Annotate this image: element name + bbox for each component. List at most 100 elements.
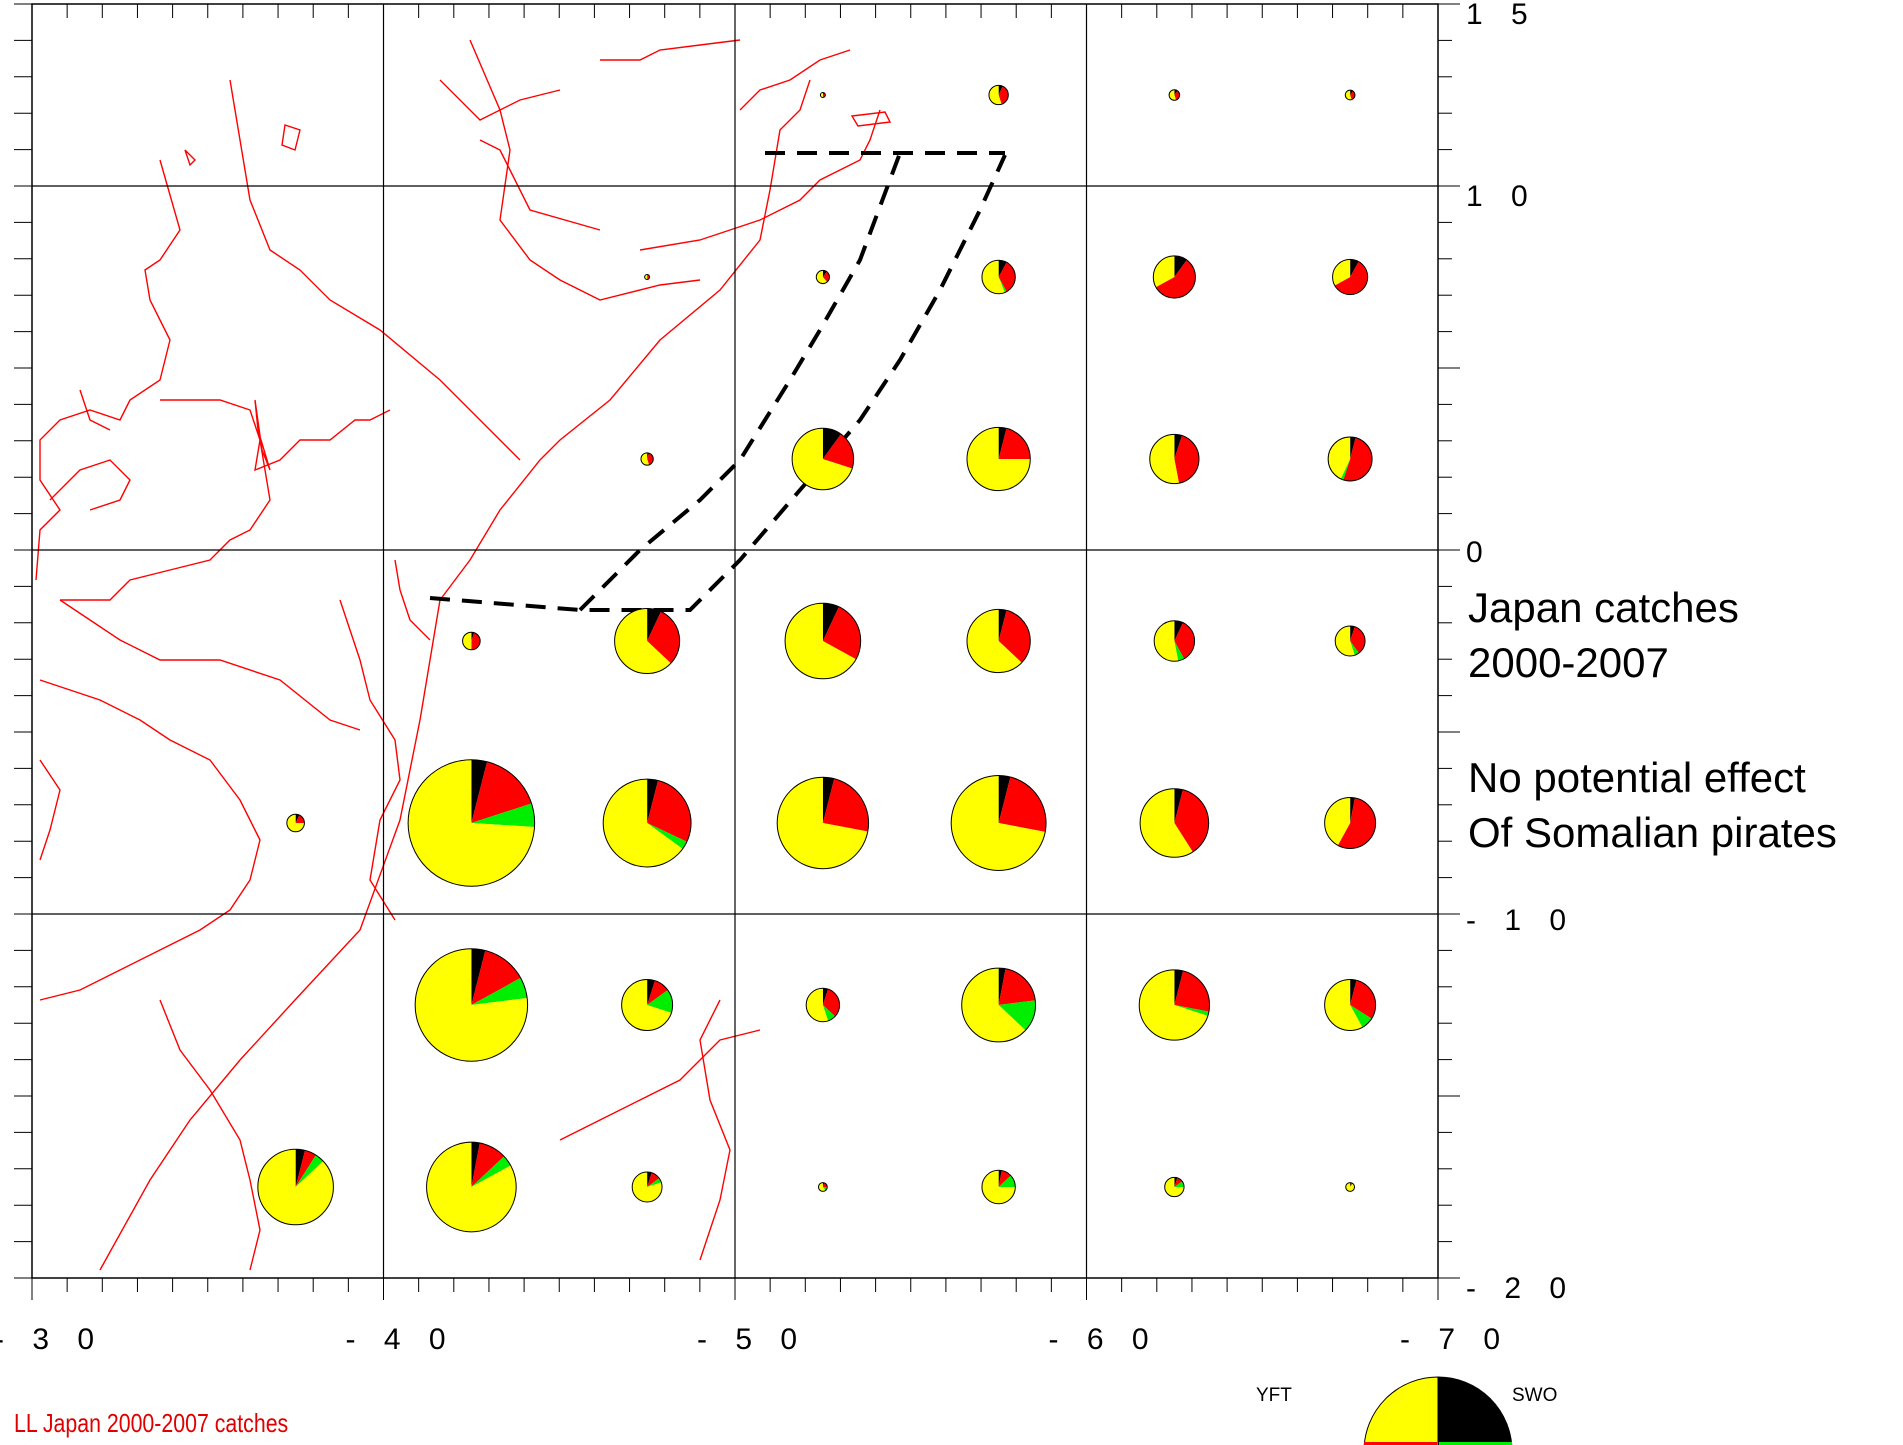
x-tick-label: - 6 0 [1049, 1323, 1159, 1356]
pie-slice-alb [471, 803, 535, 827]
pie-slice-bet [822, 989, 840, 1017]
pie-outline [1324, 979, 1377, 1031]
pie-slice-alb [647, 990, 673, 1013]
pie-slice-bet [647, 980, 668, 1005]
pie-slice-alb [1174, 1181, 1185, 1187]
pie-slice-yft [1345, 90, 1352, 100]
catch-pie [791, 427, 855, 491]
pie-slice-yft [818, 1182, 826, 1192]
catch-pie [950, 775, 1047, 871]
y-tick-label: - 1 0 [1466, 904, 1576, 937]
pie-slice-swo [1350, 437, 1356, 459]
legend-yft-swatch [1363, 1376, 1439, 1445]
pie-slice-bet [1343, 437, 1373, 481]
pie-slice-swo [647, 608, 661, 641]
pie-slice-bet [647, 780, 692, 842]
pie-slice-yft [614, 608, 671, 674]
pie-slice-yft [632, 1172, 663, 1202]
pie-outline [1332, 258, 1369, 296]
pie-slice-yft [1345, 1182, 1355, 1192]
catch-pie [257, 1148, 334, 1226]
pirate-zone-outline [429, 151, 1007, 612]
pie-outline [1152, 255, 1196, 299]
catch-pie [966, 426, 1031, 492]
pie-outline [961, 967, 1037, 1043]
pie-slice-bet [471, 950, 521, 1005]
pie-outline [1344, 89, 1356, 101]
pie-slice-bet [1174, 1177, 1183, 1187]
catch-pie [1152, 255, 1196, 299]
catch-pie [1164, 1176, 1185, 1198]
pie-slice-swo [998, 968, 1006, 1005]
pie-outline [286, 813, 305, 833]
pie-slice-swo [822, 988, 829, 1005]
catch-pie [1345, 1182, 1356, 1192]
x-tick-label: - 7 0 [1400, 1323, 1510, 1356]
pie-outline [791, 427, 855, 491]
pie-slice-yft [408, 759, 535, 887]
pie-slice-yft [966, 427, 1031, 491]
pie-slice-swo [1350, 90, 1353, 95]
pie-slice-yft [257, 1149, 334, 1225]
pie-slice-swo [998, 427, 1007, 459]
pie-slice-swo [1350, 1182, 1352, 1187]
pie-outline [805, 987, 841, 1023]
pie-outline [784, 602, 862, 680]
pie-outline [950, 775, 1047, 871]
catch-pie [414, 948, 529, 1062]
pie-slice-alb [1350, 1005, 1372, 1028]
pie-slice-yft [1324, 979, 1363, 1031]
catch-pie [1138, 969, 1211, 1041]
pie-outline [966, 426, 1031, 492]
pie-outline [1138, 969, 1211, 1041]
pie-slice-alb [295, 1155, 324, 1187]
map-frame [14, 3, 1460, 1300]
pie-slice-swo [998, 609, 1007, 641]
catch-pie [1334, 625, 1366, 657]
pie-slice-alb [1174, 1005, 1209, 1016]
note-line-4: Of Somalian pirates [1468, 809, 1837, 856]
pie-slice-bet [1334, 261, 1368, 295]
pie-slice-alb [647, 1178, 662, 1187]
pie-slice-bet [998, 1170, 1011, 1187]
pie-slice-swo [1174, 1177, 1178, 1187]
catch-pie [961, 967, 1037, 1043]
pie-outline [631, 1171, 663, 1203]
catch-pie [640, 452, 654, 466]
pie-slice-yft [1328, 437, 1351, 479]
pie-slice-yft [1169, 89, 1177, 101]
catch-pies [257, 84, 1377, 1233]
pie-slice-yft [1149, 434, 1179, 484]
pie-slice-yft [1154, 620, 1179, 662]
pie-slice-yft [981, 260, 1005, 294]
pie-outline [462, 631, 481, 651]
pie-slice-bet [1337, 797, 1376, 849]
pie-outline [1168, 89, 1181, 101]
pie-outline [426, 1141, 517, 1233]
pie-slice-swo [998, 260, 1007, 277]
pie-slice-swo [822, 777, 835, 823]
x-tick-label: - 4 0 [346, 1323, 456, 1356]
catch-pie [1327, 436, 1373, 482]
pie-slice-swo [822, 270, 827, 277]
pie-outline [981, 259, 1016, 295]
catch-pie [644, 274, 651, 280]
note-line-2: 2000-2007 [1468, 639, 1669, 686]
pie-slice-bet [471, 632, 481, 650]
pie-outline [1149, 433, 1200, 485]
pie-slice-bet [1174, 789, 1209, 852]
pie-slice-yft [951, 775, 1046, 871]
catch-pie [1168, 89, 1181, 101]
pie-slice-swo [1350, 626, 1355, 641]
pie-slice-yft [426, 1142, 517, 1232]
catch-pie [784, 602, 862, 680]
pie-slice-alb [647, 823, 687, 849]
pie-slice-yft [966, 609, 1022, 673]
pie-outline [640, 452, 654, 466]
y-tick-label: - 2 0 [1466, 1272, 1576, 1305]
pie-slice-bet [998, 777, 1047, 832]
pie-slice-yft [1324, 797, 1351, 846]
pie-slice-yft [1164, 1177, 1185, 1197]
pie-slice-bet [1155, 259, 1196, 299]
pie-slice-bet [1174, 970, 1210, 1012]
